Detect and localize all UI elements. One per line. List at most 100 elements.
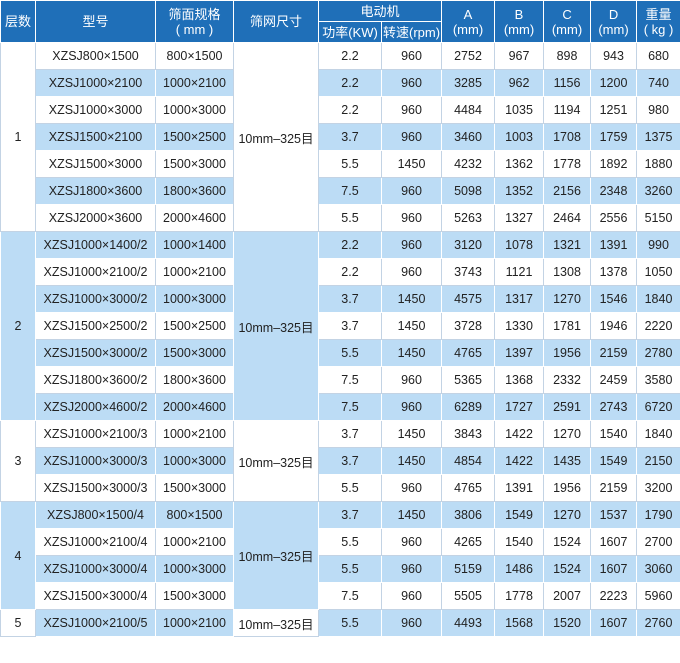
header-cell: 型号 — [35, 0, 156, 43]
data-cell: 3580 — [636, 366, 680, 394]
header-row: 层数 型号 筛面规格( mm ) 筛网尺寸 电动机 A (mm) B (mm) C(… — [0, 0, 680, 43]
data-cell: 1078 — [494, 231, 545, 259]
data-cell: 1450 — [380, 312, 443, 340]
data-cell: 1391 — [494, 474, 545, 502]
data-cell: 5505 — [441, 582, 496, 610]
data-cell: 3.7 — [318, 447, 382, 475]
data-cell: 2780 — [636, 339, 680, 367]
data-cell: 1000×2100 — [155, 69, 234, 97]
header-unit: (mm) — [503, 21, 535, 37]
header-cell: 转速(rpm) — [380, 21, 443, 43]
mesh-cell: 10mm–325目 — [233, 42, 319, 232]
data-cell: 3806 — [441, 501, 496, 529]
data-cell: XZSJ1500×3000/4 — [35, 582, 156, 610]
data-cell: 1500×3000 — [155, 474, 234, 502]
header-text: B — [514, 6, 524, 22]
data-row: XZSJ1000×3000/2 1000×3000 3.7 1450 4575 1317 1… — [1, 285, 680, 313]
data-cell: 6720 — [636, 393, 680, 421]
data-cell: 1000×2100 — [155, 420, 234, 448]
data-cell: 3060 — [636, 555, 680, 583]
data-cell: 1270 — [543, 285, 592, 313]
data-cell: 1450 — [380, 285, 443, 313]
data-cell: 2.2 — [318, 258, 382, 286]
header-cell: 电动机 — [317, 0, 443, 22]
data-cell: 4765 — [441, 339, 496, 367]
data-cell: 1450 — [380, 420, 443, 448]
data-cell: 960 — [380, 177, 443, 205]
data-cell: 1607 — [590, 555, 638, 583]
data-cell: 962 — [494, 69, 545, 97]
data-cell: 4765 — [441, 474, 496, 502]
data-cell: 1450 — [380, 447, 443, 475]
data-cell: 2000×4600 — [155, 204, 234, 232]
data-cell: 2159 — [590, 339, 638, 367]
data-cell: 960 — [380, 258, 443, 286]
data-cell: 2156 — [543, 177, 592, 205]
data-cell: XZSJ1000×2100/5 — [35, 609, 156, 637]
data-cell: 5365 — [441, 366, 496, 394]
data-cell: 1537 — [590, 501, 638, 529]
data-cell: 3.7 — [318, 123, 382, 151]
data-cell: XZSJ1000×1400/2 — [35, 231, 156, 259]
data-cell: 960 — [380, 42, 443, 70]
data-cell: 960 — [380, 231, 443, 259]
layer-cell: 1 — [0, 42, 36, 232]
data-cell: 3843 — [441, 420, 496, 448]
data-row: 4 XZSJ800×1500/4 800×1500 10mm–325目 3.7 1450 3… — [0, 501, 680, 610]
data-cell: XZSJ1500×2100 — [35, 123, 156, 151]
data-cell: 1368 — [494, 366, 545, 394]
data-cell: XZSJ2000×4600/2 — [35, 393, 156, 421]
data-cell: XZSJ800×1500 — [35, 42, 156, 70]
data-cell: 2007 — [543, 582, 592, 610]
data-cell: 1800×3600 — [155, 366, 234, 394]
data-cell: 5960 — [636, 582, 680, 610]
data-cell: 2220 — [636, 312, 680, 340]
data-cell: 960 — [380, 96, 443, 124]
data-cell: 1946 — [590, 312, 638, 340]
data-cell: 1308 — [543, 258, 592, 286]
data-cell: XZSJ1000×2100/2 — [35, 258, 156, 286]
data-cell: 1486 — [494, 555, 545, 583]
layer-cell: 5 — [0, 609, 36, 637]
data-cell: 2348 — [590, 177, 638, 205]
header-cell: 筛网尺寸 — [233, 0, 319, 43]
data-cell: 2700 — [636, 528, 680, 556]
header-text: 筛面规格 — [168, 6, 221, 22]
data-cell: XZSJ1500×3000/3 — [35, 474, 156, 502]
data-row: XZSJ1500×3000/3 1500×3000 5.5 960 4765 1391 19… — [1, 474, 680, 502]
data-cell: 960 — [380, 555, 443, 583]
data-row: XZSJ1500×2100 1500×2500 3.7 960 3460 1003 1708… — [1, 123, 680, 151]
data-cell: 1500×2500 — [155, 312, 234, 340]
data-cell: 1540 — [494, 528, 545, 556]
header-text: D — [608, 6, 619, 22]
data-cell: 1778 — [494, 582, 545, 610]
data-cell: 960 — [380, 204, 443, 232]
data-cell: 7.5 — [318, 393, 382, 421]
data-cell: 1607 — [590, 528, 638, 556]
data-cell: 2159 — [590, 474, 638, 502]
header-cell: A (mm) — [441, 0, 496, 43]
data-cell: 960 — [380, 123, 443, 151]
data-row: XZSJ1500×3000/2 1500×3000 5.5 1450 4765 1397 1… — [1, 339, 680, 367]
data-cell: 3.7 — [318, 285, 382, 313]
layer-cell: 4 — [0, 501, 36, 610]
data-row: XZSJ1000×3000 1000×3000 2.2 960 4484 1035 1194… — [1, 96, 680, 124]
data-cell: 1956 — [543, 339, 592, 367]
data-cell: 960 — [380, 609, 443, 637]
header-unit: (mm) — [598, 21, 629, 37]
header-unit: ( mm ) — [175, 21, 214, 37]
data-cell: 3120 — [441, 231, 496, 259]
data-row: XZSJ1000×3000/4 1000×3000 5.5 960 5159 1486 15… — [1, 555, 680, 583]
data-cell: 1194 — [543, 96, 592, 124]
data-cell: 2743 — [590, 393, 638, 421]
data-cell: 3.7 — [318, 420, 382, 448]
data-cell: 3260 — [636, 177, 680, 205]
data-cell: 7.5 — [318, 366, 382, 394]
data-cell: 4854 — [441, 447, 496, 475]
data-cell: 1500×3000 — [155, 339, 234, 367]
data-cell: 1362 — [494, 150, 545, 178]
data-cell: 1375 — [636, 123, 680, 151]
data-cell: 5.5 — [318, 609, 382, 637]
data-cell: XZSJ1800×3600 — [35, 177, 156, 205]
data-cell: 1050 — [636, 258, 680, 286]
